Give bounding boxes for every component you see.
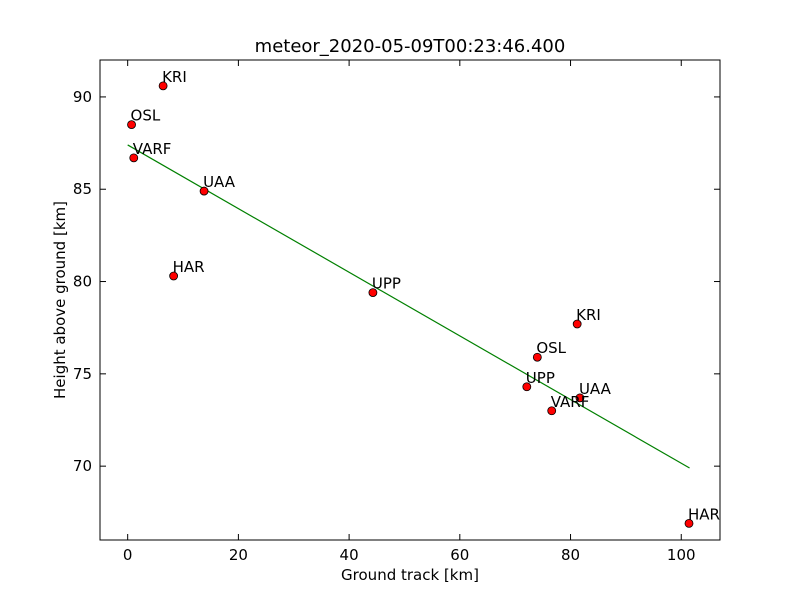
data-point [575,393,585,403]
x-tick-label: 0 [123,546,133,564]
y-tick-label: 85 [73,180,92,198]
point-label: VARF [551,393,590,411]
data-point [127,120,136,130]
chart-title: meteor_2020-05-09T00:23:46.400 [255,36,566,57]
point-label: UAA [579,380,612,398]
point-label: VARF [133,140,172,158]
fit-line [127,144,690,469]
data-point [684,518,694,528]
x-tick-label: 20 [229,546,248,564]
point-label: UPP [526,369,555,387]
point-label: UAA [203,173,236,191]
data-point [532,352,542,362]
x-tick-label: 80 [561,546,580,564]
point-label: OSL [131,107,161,125]
x-axis-label: Ground track [km] [341,566,479,584]
plot-area [100,60,720,540]
data-point [547,406,557,416]
data-point [199,186,209,196]
plot-frame [99,59,721,541]
y-tick-label: 90 [73,88,92,106]
point-label: HAR [173,258,205,276]
data-point [158,81,168,91]
x-tick-label: 40 [340,546,359,564]
point-label: HAR [688,505,720,523]
y-tick-label: 70 [73,457,92,475]
point-label: KRI [576,306,601,324]
data-point [169,271,179,281]
data-point [368,288,378,298]
data-point [522,382,532,392]
x-tick-label: 100 [667,546,696,564]
point-label: UPP [372,275,401,293]
y-axis-label: Height above ground [km] [51,201,69,399]
y-tick-label: 80 [73,273,92,291]
data-point [129,153,139,163]
point-label: OSL [536,339,566,357]
data-point [572,319,582,329]
x-tick-label: 60 [450,546,469,564]
point-label: KRI [162,68,187,86]
y-tick-label: 75 [73,365,92,383]
